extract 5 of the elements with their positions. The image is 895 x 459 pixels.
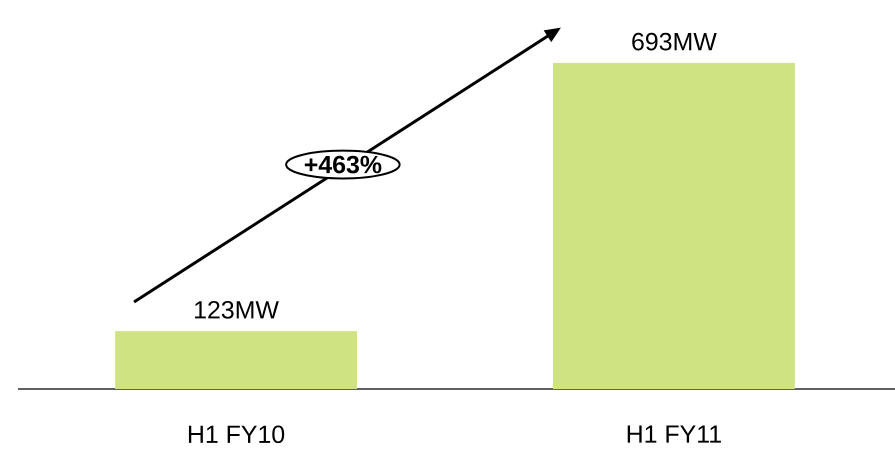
data-label: 693MW xyxy=(632,32,717,50)
data-label: 123MW xyxy=(195,300,279,319)
x-tick-label: H1 FY11 xyxy=(628,425,721,443)
annotation: +463% xyxy=(304,156,382,174)
x-tick-label: H1 FY10 xyxy=(188,426,284,444)
